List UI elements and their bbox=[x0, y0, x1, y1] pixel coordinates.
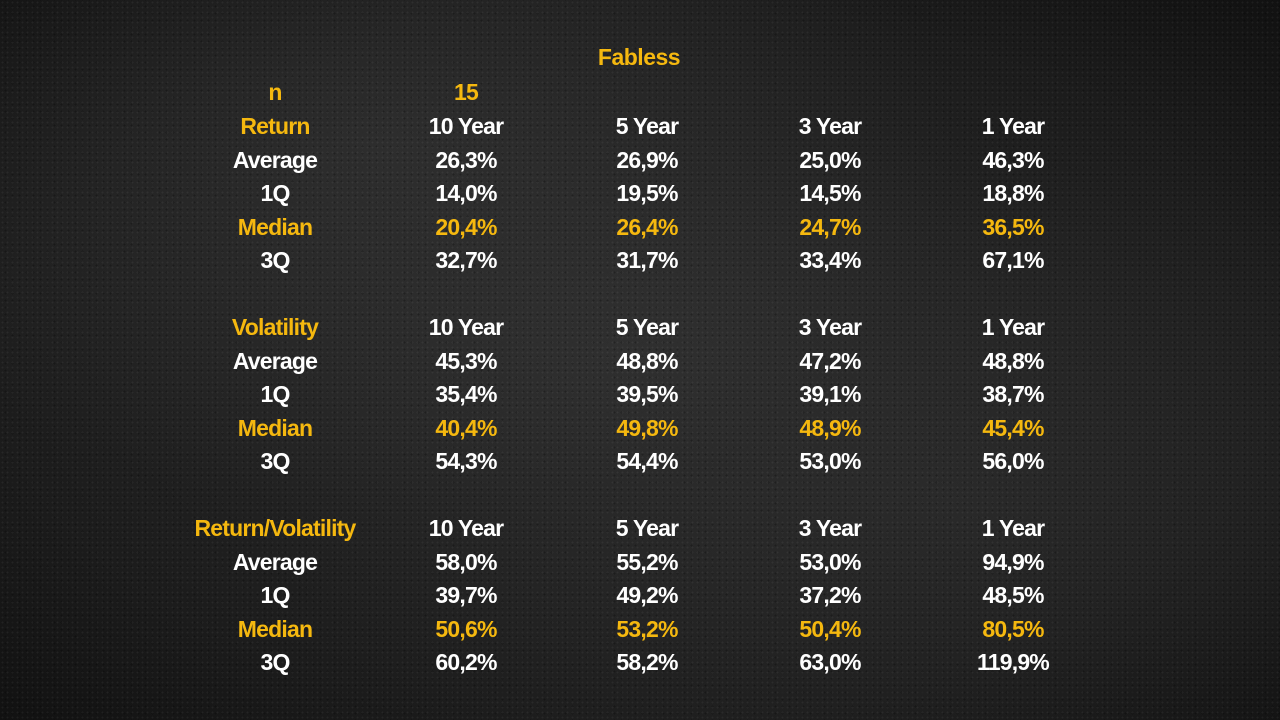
table-cell: 50,6% bbox=[435, 615, 497, 642]
row-label: 3Q bbox=[260, 649, 290, 675]
column-header: 1 Year bbox=[981, 314, 1045, 340]
n-value: 15 bbox=[454, 79, 479, 105]
table-cell: 45,3% bbox=[435, 347, 497, 374]
row-label: Average bbox=[232, 347, 318, 374]
table-cell: 67,1% bbox=[982, 247, 1044, 273]
row-label: 3Q bbox=[260, 448, 290, 474]
row-label: Median bbox=[237, 213, 313, 240]
column-header: 10 Year bbox=[428, 113, 504, 139]
column-header: 3 Year bbox=[798, 515, 862, 541]
row-label: Median bbox=[237, 414, 313, 441]
table-cell: 56,0% bbox=[982, 448, 1044, 474]
table-cell: 24,7% bbox=[799, 213, 861, 240]
row-label: 1Q bbox=[260, 582, 290, 608]
table-cell: 26,4% bbox=[616, 213, 678, 240]
table-cell: 33,4% bbox=[799, 247, 861, 273]
table-cell: 50,4% bbox=[799, 615, 861, 642]
table-cell: 54,3% bbox=[435, 448, 497, 474]
section-label: Return bbox=[240, 113, 310, 139]
row-label: 3Q bbox=[260, 247, 290, 273]
column-header: 3 Year bbox=[798, 314, 862, 340]
table-cell: 49,2% bbox=[616, 582, 678, 608]
table-cell: 39,1% bbox=[799, 381, 861, 407]
table-cell: 45,4% bbox=[982, 414, 1044, 441]
table-cell: 39,5% bbox=[616, 381, 678, 407]
row-label: 1Q bbox=[260, 180, 290, 206]
table-cell: 14,0% bbox=[435, 180, 497, 206]
table-cell: 48,5% bbox=[982, 582, 1044, 608]
table-cell: 48,8% bbox=[982, 347, 1044, 374]
table-cell: 63,0% bbox=[799, 649, 861, 675]
table-cell: 36,5% bbox=[982, 213, 1044, 240]
column-header: 5 Year bbox=[615, 113, 679, 139]
table-cell: 94,9% bbox=[982, 548, 1044, 575]
column-header: 1 Year bbox=[981, 113, 1045, 139]
table-cell: 37,2% bbox=[799, 582, 861, 608]
table-cell: 38,7% bbox=[982, 381, 1044, 407]
table-cell: 39,7% bbox=[435, 582, 497, 608]
table-cell: 25,0% bbox=[799, 146, 861, 173]
table-cell: 60,2% bbox=[435, 649, 497, 675]
table-cell: 31,7% bbox=[616, 247, 678, 273]
row-label: Average bbox=[232, 548, 318, 575]
table-cell: 46,3% bbox=[982, 146, 1044, 173]
table-cell: 53,0% bbox=[799, 548, 861, 575]
table-cell: 53,2% bbox=[616, 615, 678, 642]
table-cell: 20,4% bbox=[435, 213, 497, 240]
table-cell: 49,8% bbox=[616, 414, 678, 441]
row-label: Median bbox=[237, 615, 313, 642]
table-cell: 32,7% bbox=[435, 247, 497, 273]
table-cell: 53,0% bbox=[799, 448, 861, 474]
row-label: Average bbox=[232, 146, 318, 173]
table-cell: 18,8% bbox=[982, 180, 1044, 206]
column-header: 10 Year bbox=[428, 314, 504, 340]
table-cell: 19,5% bbox=[616, 180, 678, 206]
table-cell: 58,2% bbox=[616, 649, 678, 675]
section-label: Volatility bbox=[231, 314, 319, 340]
table-cell: 26,9% bbox=[616, 146, 678, 173]
column-header: 5 Year bbox=[615, 314, 679, 340]
table-cell: 35,4% bbox=[435, 381, 497, 407]
column-header: 10 Year bbox=[428, 515, 504, 541]
table-cell: 40,4% bbox=[435, 414, 497, 441]
slide-title: Fabless bbox=[597, 44, 681, 70]
column-header: 1 Year bbox=[981, 515, 1045, 541]
section-label: Return/Volatility bbox=[194, 515, 356, 541]
column-header: 5 Year bbox=[615, 515, 679, 541]
table-cell: 26,3% bbox=[435, 146, 497, 173]
n-label: n bbox=[268, 79, 282, 105]
table-cell: 119,9% bbox=[977, 649, 1050, 675]
column-header: 3 Year bbox=[798, 113, 862, 139]
table-cell: 55,2% bbox=[616, 548, 678, 575]
table-cell: 48,8% bbox=[616, 347, 678, 374]
table-cell: 80,5% bbox=[982, 615, 1044, 642]
row-label: 1Q bbox=[260, 381, 290, 407]
table-cell: 54,4% bbox=[616, 448, 678, 474]
table-cell: 47,2% bbox=[799, 347, 861, 374]
table-cell: 58,0% bbox=[435, 548, 497, 575]
table-cell: 48,9% bbox=[799, 414, 861, 441]
table-cell: 14,5% bbox=[799, 180, 861, 206]
